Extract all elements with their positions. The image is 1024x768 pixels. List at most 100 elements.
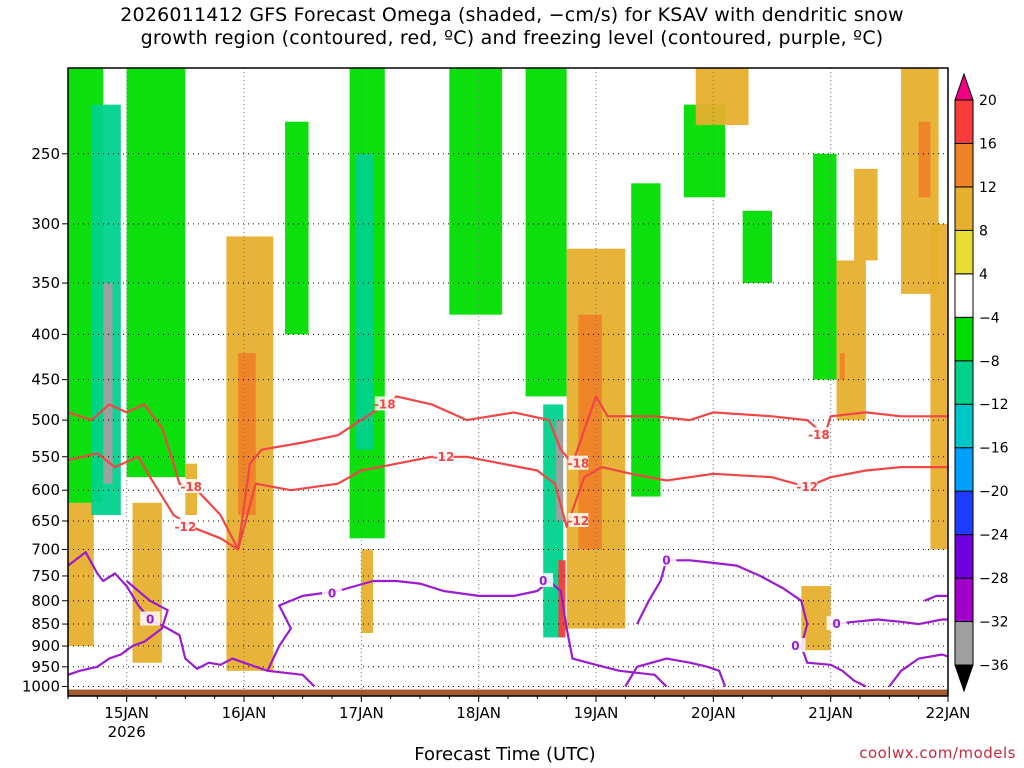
colorbar-segment bbox=[954, 360, 974, 405]
colorbar-segment bbox=[954, 142, 974, 188]
contours: -18 -18 -18 -18 -12 -12 -12 -12 0 0 0 0 0 0 bbox=[68, 395, 948, 688]
dgz-contour-label-bg bbox=[808, 427, 829, 442]
freezing-contour-label: 0 bbox=[832, 617, 840, 631]
colorbar-segment bbox=[954, 316, 974, 362]
omega-cell bbox=[132, 502, 162, 663]
colorbar-segment bbox=[954, 99, 974, 144]
omega-cell bbox=[836, 260, 866, 421]
freezing-contour bbox=[266, 579, 668, 688]
colorbar-segment bbox=[954, 577, 974, 623]
plot-area: -18 -18 -18 -18 -12 -12 -12 -12 0 0 0 0 0 0 bbox=[67, 67, 949, 697]
freezing-contour-label: 0 bbox=[328, 586, 336, 600]
colorbar-segment bbox=[954, 447, 974, 492]
omega-cell bbox=[742, 210, 772, 284]
x-axis-label: Forecast Time (UTC) bbox=[414, 744, 596, 765]
freezing-contour-label-bg bbox=[785, 638, 806, 653]
dgz-contour-label: -12 bbox=[433, 450, 455, 464]
colorbar-label: 16 bbox=[979, 136, 997, 152]
freezing-contour-label: 0 bbox=[539, 574, 547, 588]
y-tick-label: 850 bbox=[31, 615, 60, 633]
credit-link[interactable]: coolwx.com/models bbox=[859, 744, 1016, 762]
x-tick-label: 15JAN bbox=[104, 704, 149, 722]
colorbar-segment bbox=[954, 403, 974, 449]
omega-cell bbox=[578, 314, 602, 550]
colorbar-label: 4 bbox=[979, 267, 988, 283]
colorbar-segment bbox=[954, 229, 974, 275]
title-line-2: growth region (contoured, red, ºC) and f… bbox=[140, 27, 884, 49]
colorbar-label: −16 bbox=[979, 441, 1009, 457]
colorbar-label: −32 bbox=[979, 615, 1009, 631]
x-tick-label: 22JAN bbox=[926, 704, 971, 722]
chart-title: 2026011412 GFS Forecast Omega (shaded, −… bbox=[0, 4, 1024, 50]
omega-cell bbox=[556, 420, 564, 521]
dgz-contour-label-bg bbox=[181, 478, 202, 493]
colorbar-label: 8 bbox=[979, 223, 988, 239]
colorbar-segment bbox=[954, 621, 974, 666]
omega-cell bbox=[355, 153, 374, 450]
y-tick-label: 250 bbox=[31, 145, 60, 163]
x-tick-label: 19JAN bbox=[574, 704, 619, 722]
dgz-contour-label: -18 bbox=[180, 480, 202, 494]
freezing-contour-label-bg bbox=[322, 585, 342, 600]
omega-cell bbox=[285, 121, 309, 335]
omega-cell bbox=[238, 353, 256, 516]
x-tick-label: 18JAN bbox=[456, 704, 501, 722]
dgz-contour-label-bg bbox=[568, 455, 589, 470]
dgz-contour-label-bg bbox=[568, 512, 589, 527]
dgz-contour-label: -12 bbox=[796, 480, 818, 494]
freezing-contour-label-bg bbox=[826, 616, 847, 631]
freezing-contour bbox=[924, 594, 948, 602]
dgz-contour-label: -12 bbox=[174, 520, 196, 534]
colorbar-segment bbox=[954, 186, 974, 231]
freezing-contour bbox=[624, 657, 727, 688]
dgz-contour-label: -12 bbox=[568, 514, 590, 528]
colorbar-label: −20 bbox=[979, 484, 1009, 500]
y-tick-label: 950 bbox=[31, 658, 60, 676]
y-tick-label: 450 bbox=[31, 371, 60, 389]
dgz-contour-label: -18 bbox=[808, 428, 830, 442]
colorbar: −36 −32 −28 −24 −20 −16 −12 −8 −4 4 8 12 16 20 bbox=[954, 72, 1009, 693]
omega-cell bbox=[854, 168, 878, 261]
dgz-contour bbox=[68, 452, 948, 551]
colorbar-label: 12 bbox=[979, 180, 997, 196]
y-axis-ticks: 250 300 350 400 450 500 550 600 650 700 750 800 850 9… bbox=[22, 145, 68, 696]
colorbar-label: 20 bbox=[979, 93, 997, 109]
colorbar-segment bbox=[954, 273, 974, 318]
omega-cell bbox=[918, 121, 931, 198]
dgz-contour-label-bg bbox=[175, 518, 196, 533]
freezing-contour-label-bg bbox=[140, 611, 161, 626]
freezing-contour-label: 0 bbox=[662, 553, 670, 567]
x-tick-sublabel: 2026 bbox=[108, 723, 146, 741]
y-tick-label: 400 bbox=[31, 325, 60, 343]
freezing-contour-label: 0 bbox=[791, 639, 799, 653]
freezing-contour-label-bg bbox=[656, 552, 677, 567]
colorbar-label: −28 bbox=[979, 571, 1009, 587]
y-tick-label: 500 bbox=[31, 411, 60, 429]
colorbar-label: −24 bbox=[979, 528, 1009, 544]
colorbar-segment bbox=[954, 534, 974, 579]
y-tick-label: 650 bbox=[31, 512, 60, 530]
dgz-contour-label: -18 bbox=[374, 397, 396, 411]
colorbar-segment bbox=[954, 490, 974, 536]
omega-cell bbox=[930, 223, 948, 550]
omega-cell bbox=[695, 68, 749, 126]
freezing-contour bbox=[68, 580, 169, 676]
omega-cell bbox=[449, 68, 503, 315]
y-tick-label: 550 bbox=[31, 448, 60, 466]
freezing-contour bbox=[636, 559, 867, 688]
colorbar-min-arrow bbox=[954, 664, 974, 693]
freezing-contour bbox=[830, 618, 948, 626]
dgz-contour-label-bg bbox=[433, 448, 454, 463]
colorbar-label: −8 bbox=[979, 354, 1000, 370]
omega-cell bbox=[126, 68, 186, 478]
y-tick-label: 800 bbox=[31, 592, 60, 610]
omega-cell bbox=[103, 283, 113, 484]
colorbar-label: −12 bbox=[979, 397, 1009, 413]
dgz-contour-label-bg bbox=[797, 478, 818, 493]
y-tick-label: 300 bbox=[31, 215, 60, 233]
freezing-contour-label-bg bbox=[533, 573, 554, 588]
y-tick-label: 750 bbox=[31, 567, 60, 585]
y-tick-label: 600 bbox=[31, 481, 60, 499]
